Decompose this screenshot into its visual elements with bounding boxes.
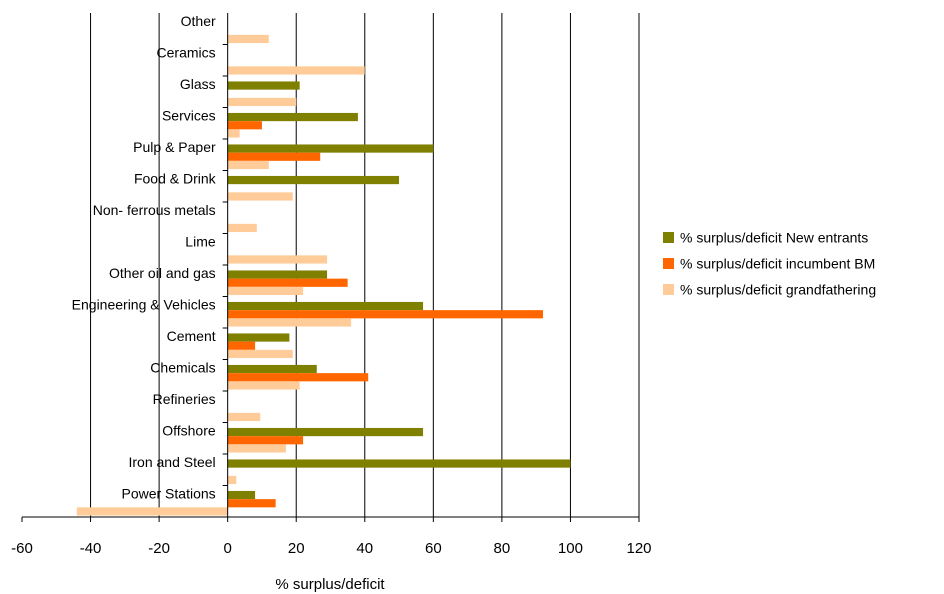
bars [76,34,571,516]
bar [227,427,424,437]
bar [227,310,544,319]
x-tick-label: 20 [288,540,305,557]
x-tick-label: 80 [494,540,511,557]
bar [227,81,300,90]
category-label: Iron and Steel [128,454,215,470]
bar [227,34,269,44]
category-label: Cement [167,328,216,344]
x-tick-label: 40 [356,540,373,557]
category-label: Offshore [162,422,216,438]
category-label: Other [181,13,216,29]
bar [227,66,365,75]
category-label: Food & Drink [134,170,217,186]
category-label: Power Stations [121,485,215,501]
bar [227,444,286,453]
tick-labels: -60 -40 -20 0 20 40 60 80 100 120 [11,540,651,557]
bar [227,152,321,161]
bar [227,373,369,382]
x-tick-label: -60 [11,540,33,557]
category-label: Lime [185,233,216,249]
category-label: Refineries [153,391,216,407]
bar [227,499,276,508]
legend: % surplus/deficit New entrants % surplus/… [663,230,876,298]
bar [227,144,434,153]
bar [227,121,262,130]
bar [227,381,300,390]
category-label: Chemicals [150,359,215,375]
x-tick-label: 120 [626,540,651,557]
bar [227,349,293,359]
category-label: Glass [180,76,216,92]
bar [227,160,269,170]
bar [227,270,328,279]
bar [227,278,348,287]
category-label: Non- ferrous metals [93,202,216,218]
category-label: Pulp & Paper [133,139,216,155]
bar [227,333,290,342]
bar [227,97,297,107]
legend-label: % surplus/deficit grandfathering [680,282,876,298]
category-label: Engineering & Vehicles [72,296,216,312]
bar [227,301,424,311]
category-label: Other oil and gas [109,265,216,281]
legend-label: % surplus/deficit incumbent BM [680,256,875,272]
bar [227,490,256,500]
x-tick-label: 100 [558,540,583,557]
bar [227,364,317,374]
bar [227,475,237,485]
bar [227,112,358,122]
bar [227,459,571,468]
category-label: Ceramics [157,44,216,60]
bar [227,412,261,422]
bar [227,223,257,233]
bar [227,436,304,445]
bar [227,255,328,264]
bar [227,341,256,350]
x-axis-title: % surplus/deficit [275,576,385,593]
category-label: Services [162,107,216,123]
legend-swatch [663,284,674,295]
legend-label: % surplus/deficit New entrants [680,230,868,246]
bar [227,175,400,185]
x-tick-label: 60 [425,540,442,557]
category-labels: Other Ceramics Glass Services Pulp & Paper Fo… [72,13,217,502]
axes [21,13,640,522]
bar [76,507,228,516]
x-tick-label: -40 [80,540,102,557]
legend-swatch [663,232,674,243]
x-tick-label: -20 [148,540,170,557]
x-tick-label: 0 [223,540,231,557]
bar [227,129,240,138]
bar [227,286,304,296]
bar [227,318,352,327]
gridlines [90,13,640,517]
bar [227,192,293,201]
legend-swatch [663,258,674,269]
